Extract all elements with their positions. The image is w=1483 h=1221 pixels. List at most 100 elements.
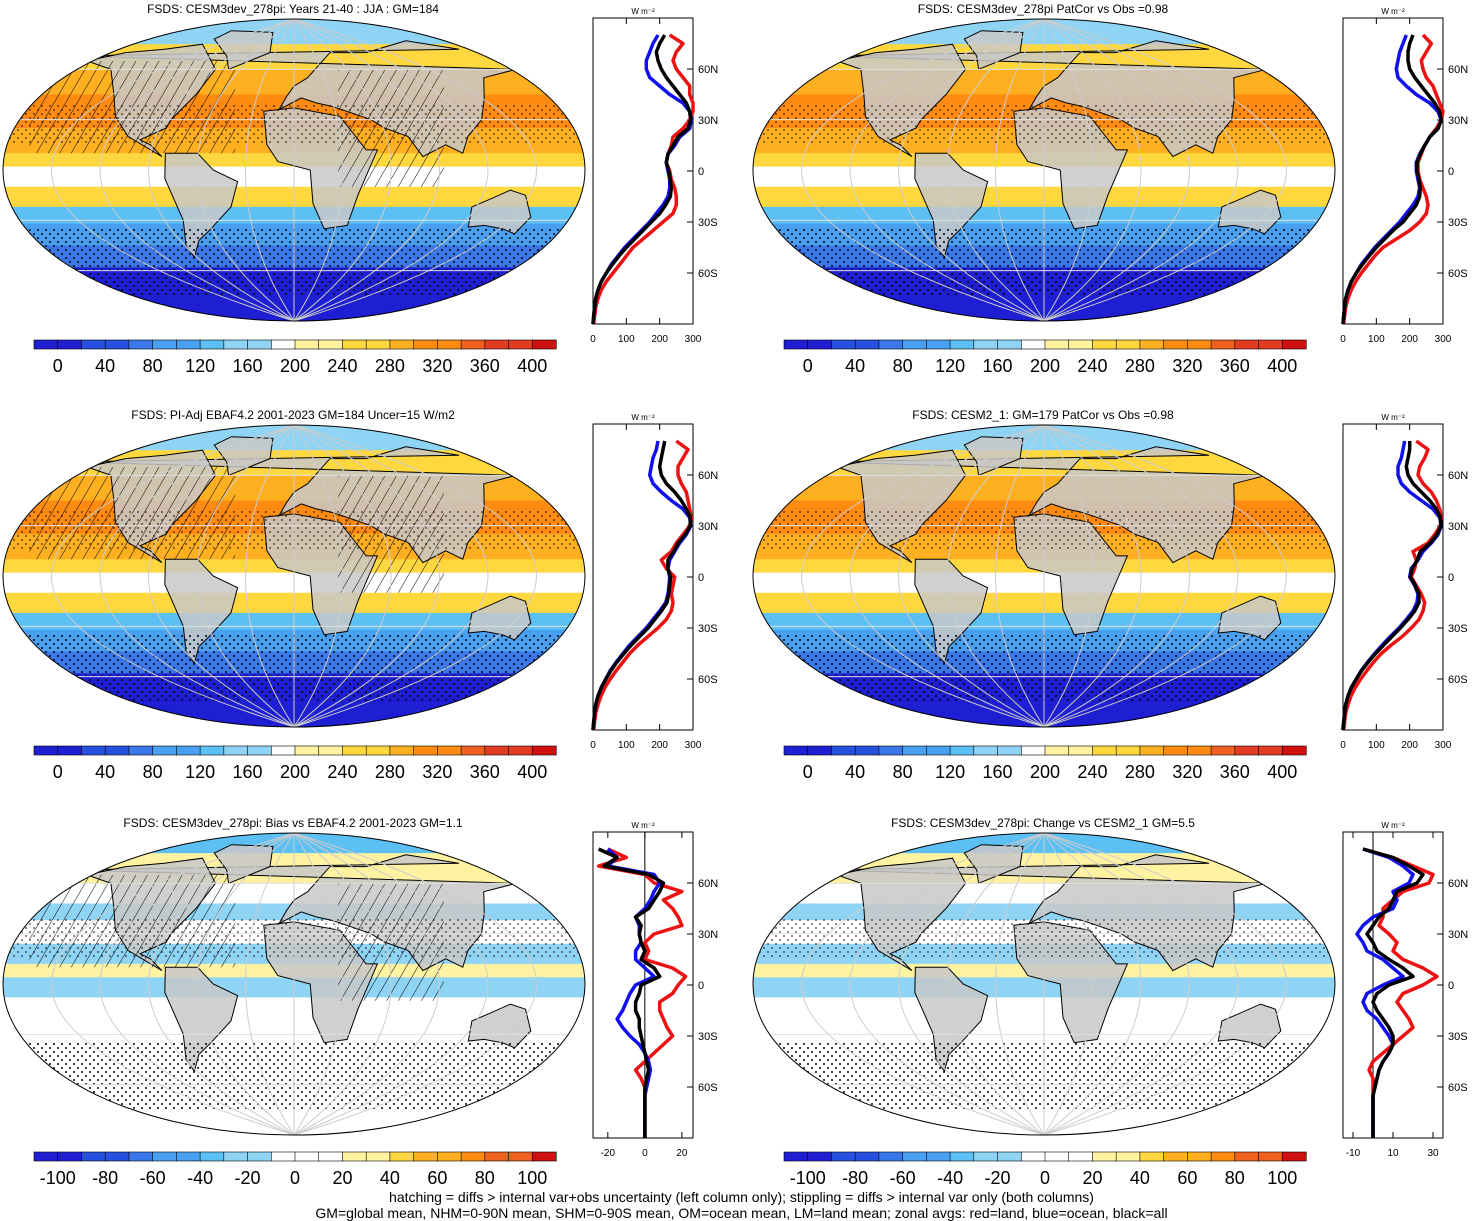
map xyxy=(2,18,586,322)
colorbar-tick-label: 160 xyxy=(983,356,1013,376)
colorbar-cell xyxy=(437,745,462,756)
series-line-all xyxy=(591,440,693,731)
x-tick-label: 10 xyxy=(1387,1148,1399,1159)
colorbar-cell xyxy=(1187,745,1212,756)
colorbar-tick-label: 60 xyxy=(427,1168,447,1188)
hatch-overlay xyxy=(29,874,236,968)
graticule-meridian xyxy=(995,19,1045,321)
colorbar-tick-label: 160 xyxy=(233,762,263,782)
profile-unit: W m⁻² xyxy=(631,821,655,830)
graticule-meridian xyxy=(196,19,295,321)
x-tick-label: 30 xyxy=(1427,1148,1439,1159)
graticule-meridian xyxy=(51,833,295,1135)
map-outline xyxy=(752,424,1336,728)
hatch-overlay xyxy=(29,466,236,560)
x-tick-label: 300 xyxy=(685,740,702,751)
colorbar-cell xyxy=(508,1151,533,1162)
graticule-meridian xyxy=(1043,19,1287,321)
x-tick-label: 100 xyxy=(618,740,635,751)
graticule-meridian xyxy=(293,833,343,1135)
colorbar: -100 -80 -60 -40 -20 0 20 40 60 80 100 xyxy=(783,1151,1307,1188)
graticule-meridian xyxy=(293,19,537,321)
land-mass xyxy=(827,692,874,727)
x-tick-label: 0 xyxy=(642,1148,648,1159)
colorbar-cell xyxy=(1020,339,1046,350)
graticule-meridian xyxy=(1043,425,1287,727)
footer-note-2: GM=global mean, NHM=0-90N mean, SHM=0-90… xyxy=(315,1205,1168,1221)
colorbar-cell xyxy=(365,745,391,756)
colorbar-cell xyxy=(128,1151,154,1162)
panel-title: FSDS: CESM3dev_278pi PatCor vs Obs =0.98 xyxy=(917,2,1169,16)
colorbar-cell xyxy=(1115,339,1141,350)
colorbar-cell xyxy=(57,1151,83,1162)
profile-unit: W m⁻² xyxy=(1381,413,1405,422)
colorbar-cell xyxy=(949,1151,975,1162)
colorbar-cell xyxy=(270,339,296,350)
colorbar-cell xyxy=(1281,1151,1307,1162)
y-tick-label: 0 xyxy=(1448,166,1454,178)
y-tick-label: 30S xyxy=(698,1031,718,1043)
y-tick-label: 60N xyxy=(1448,470,1468,482)
land-mass xyxy=(77,1100,124,1135)
colorbar-cell xyxy=(531,339,557,350)
series-line-ocean xyxy=(591,440,693,731)
colorbar-tick-label: 40 xyxy=(1130,1168,1150,1188)
series-line-all xyxy=(591,34,693,325)
colorbar-tick-label: 200 xyxy=(280,762,310,782)
y-tick-label: 30S xyxy=(698,217,718,229)
colorbar-tick-label: 120 xyxy=(935,356,965,376)
colorbar-cell xyxy=(104,1151,130,1162)
colorbar-cell xyxy=(902,745,927,756)
y-tick-label: 60N xyxy=(698,878,718,890)
colorbar-cell xyxy=(460,1151,486,1162)
colorbar-tick-label: 280 xyxy=(375,356,405,376)
series-line-land xyxy=(1341,33,1445,325)
colorbar-tick-label: 360 xyxy=(470,356,500,376)
profile-unit: W m⁻² xyxy=(1381,7,1405,16)
colorbar-cell xyxy=(1044,339,1070,350)
map-field xyxy=(753,833,1335,1135)
colorbar-cell xyxy=(104,745,130,756)
colorbar-cell xyxy=(33,1151,59,1162)
colorbar-cell xyxy=(831,339,856,350)
y-tick-label: 30N xyxy=(698,521,718,533)
graticule-meridian xyxy=(293,425,537,727)
colorbar-tick-label: 280 xyxy=(1125,356,1155,376)
y-tick-label: 0 xyxy=(698,166,704,178)
y-tick-label: 30S xyxy=(698,623,718,635)
colorbar-cell xyxy=(484,339,510,350)
colorbar-tick-label: 20 xyxy=(1082,1168,1102,1188)
colorbar-cell xyxy=(460,339,486,350)
colorbar-cell xyxy=(199,1151,225,1162)
map-field xyxy=(3,833,585,1135)
x-tick-label: 100 xyxy=(618,334,635,345)
colorbar-tick-label: 280 xyxy=(1125,762,1155,782)
graticule-meridian xyxy=(995,833,1045,1135)
x-tick-label: 100 xyxy=(1368,740,1385,751)
colorbar-cell xyxy=(223,745,249,756)
colorbar-cell xyxy=(199,745,225,756)
graticule-meridian xyxy=(1043,19,1190,321)
series-line-land xyxy=(596,847,688,1138)
graticule-meridian xyxy=(293,19,489,321)
colorbar-tick-label: 280 xyxy=(375,762,405,782)
colorbar-tick-label: 400 xyxy=(517,356,547,376)
colorbar-cell xyxy=(831,745,856,756)
graticule-meridian xyxy=(245,19,295,321)
colorbar-cell xyxy=(81,745,106,756)
colorbar-tick-label: 40 xyxy=(95,356,115,376)
colorbar-cell xyxy=(460,745,486,756)
colorbar-cell xyxy=(81,1151,106,1162)
colorbar-cell xyxy=(270,745,296,756)
colorbar-cell xyxy=(342,1151,367,1162)
colorbar-tick-label: 120 xyxy=(935,762,965,782)
map-field xyxy=(3,19,585,321)
panel-title: FSDS: CESM3dev_278pi: Years 21-40 : JJA … xyxy=(147,2,439,16)
colorbar-cell xyxy=(783,745,809,756)
colorbar-cell xyxy=(1068,745,1094,756)
x-tick-label: 200 xyxy=(651,334,668,345)
graticule-meridian xyxy=(801,425,1045,727)
zonal-profile: W m⁻² -20 0 20 60N 30N 0 30S 60S xyxy=(592,821,718,1159)
colorbar-tick-label: 200 xyxy=(1030,762,1060,782)
colorbar-tick-label: 0 xyxy=(53,762,63,782)
